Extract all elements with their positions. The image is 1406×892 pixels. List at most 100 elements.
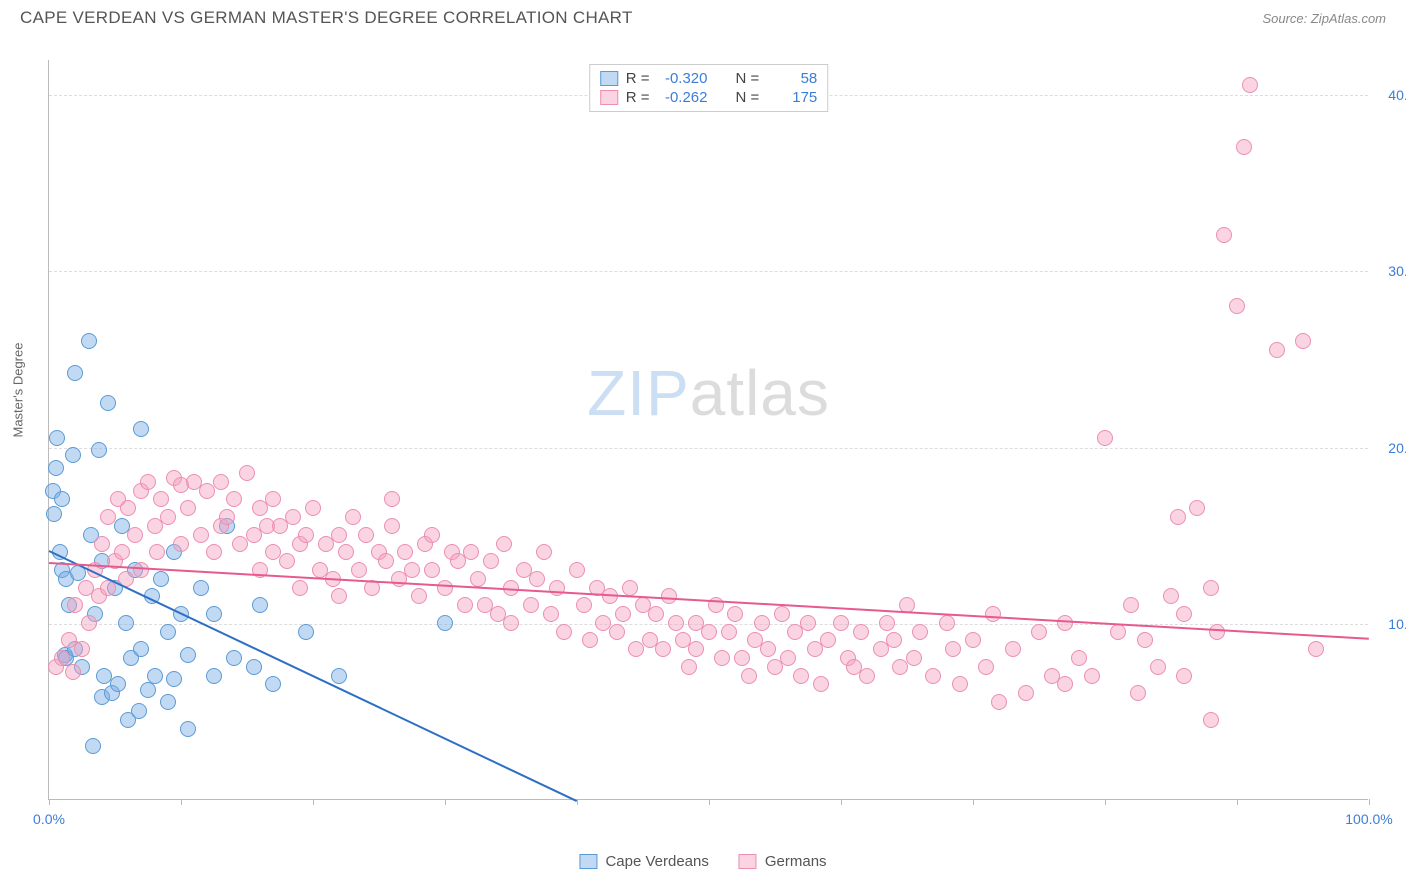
data-point: [404, 562, 420, 578]
y-tick-label: 40.0%: [1373, 87, 1406, 103]
data-point: [569, 562, 585, 578]
correlation-stats-box: R =-0.320N =58R =-0.262N =175: [589, 64, 829, 112]
y-tick-label: 10.0%: [1373, 616, 1406, 632]
y-tick-label: 20.0%: [1373, 440, 1406, 456]
data-point: [331, 668, 347, 684]
data-point: [853, 624, 869, 640]
data-point: [285, 509, 301, 525]
data-point: [305, 500, 321, 516]
data-point: [1189, 500, 1205, 516]
data-point: [1123, 597, 1139, 613]
data-point: [65, 447, 81, 463]
data-point: [331, 588, 347, 604]
data-point: [252, 597, 268, 613]
data-point: [298, 624, 314, 640]
x-tick-label: 100.0%: [1345, 811, 1392, 827]
data-point: [714, 650, 730, 666]
data-point: [457, 597, 473, 613]
data-point: [800, 615, 816, 631]
data-point: [536, 544, 552, 560]
data-point: [67, 597, 83, 613]
data-point: [1203, 712, 1219, 728]
data-point: [780, 650, 796, 666]
data-point: [859, 668, 875, 684]
legend: Cape Verdeans Germans: [579, 853, 826, 870]
legend-item: Cape Verdeans: [579, 853, 708, 870]
data-point: [906, 650, 922, 666]
data-point: [622, 580, 638, 596]
data-point: [239, 465, 255, 481]
chart-title: CAPE VERDEAN VS GERMAN MASTER'S DEGREE C…: [20, 8, 633, 28]
data-point: [411, 588, 427, 604]
data-point: [939, 615, 955, 631]
r-label: R =: [626, 70, 650, 87]
n-value: 175: [767, 89, 817, 106]
data-point: [54, 650, 70, 666]
data-point: [437, 615, 453, 631]
data-point: [153, 491, 169, 507]
data-point: [147, 668, 163, 684]
data-point: [609, 624, 625, 640]
data-point: [48, 460, 64, 476]
data-point: [160, 694, 176, 710]
data-point: [734, 650, 750, 666]
data-point: [543, 606, 559, 622]
data-point: [67, 365, 83, 381]
data-point: [470, 571, 486, 587]
data-point: [655, 641, 671, 657]
data-point: [180, 721, 196, 737]
data-point: [279, 553, 295, 569]
data-point: [760, 641, 776, 657]
data-point: [81, 615, 97, 631]
legend-swatch: [600, 71, 618, 86]
data-point: [120, 500, 136, 516]
data-point: [140, 682, 156, 698]
legend-swatch: [739, 854, 757, 869]
data-point: [820, 632, 836, 648]
data-point: [483, 553, 499, 569]
data-point: [49, 430, 65, 446]
data-point: [133, 641, 149, 657]
data-point: [688, 641, 704, 657]
data-point: [1216, 227, 1232, 243]
data-point: [615, 606, 631, 622]
data-point: [1130, 685, 1146, 701]
data-point: [351, 562, 367, 578]
watermark-atlas: atlas: [690, 357, 830, 429]
scatter-chart: ZIPatlas R =-0.320N =58R =-0.262N =175 1…: [48, 60, 1368, 800]
data-point: [226, 650, 242, 666]
data-point: [1110, 624, 1126, 640]
data-point: [1170, 509, 1186, 525]
data-point: [246, 659, 262, 675]
data-point: [886, 632, 902, 648]
data-point: [213, 474, 229, 490]
data-point: [292, 580, 308, 596]
data-point: [65, 664, 81, 680]
r-value: -0.262: [658, 89, 708, 106]
watermark: ZIPatlas: [587, 356, 830, 430]
data-point: [193, 580, 209, 596]
data-point: [133, 562, 149, 578]
gridline: [49, 448, 1368, 449]
data-point: [166, 671, 182, 687]
data-point: [556, 624, 572, 640]
data-point: [100, 509, 116, 525]
x-tick: [709, 799, 710, 805]
data-point: [833, 615, 849, 631]
data-point: [523, 597, 539, 613]
data-point: [173, 536, 189, 552]
legend-item: Germans: [739, 853, 827, 870]
data-point: [91, 442, 107, 458]
legend-swatch: [579, 854, 597, 869]
x-tick: [181, 799, 182, 805]
data-point: [424, 562, 440, 578]
data-point: [1097, 430, 1113, 446]
data-point: [965, 632, 981, 648]
x-tick: [973, 799, 974, 805]
data-point: [424, 527, 440, 543]
data-point: [140, 474, 156, 490]
data-point: [298, 527, 314, 543]
r-value: -0.320: [658, 70, 708, 87]
data-point: [206, 668, 222, 684]
data-point: [81, 333, 97, 349]
